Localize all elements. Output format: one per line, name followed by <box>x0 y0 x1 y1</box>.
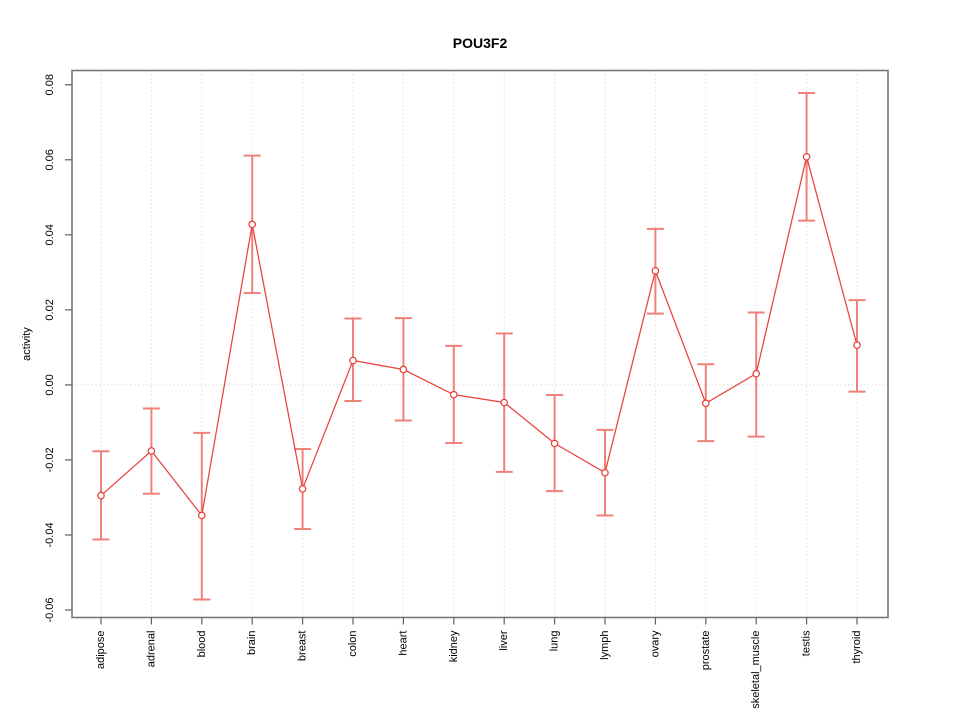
y-tick-label: 0.04 <box>44 224 56 245</box>
y-tick-label: 0.06 <box>44 149 56 170</box>
x-tick-label: thyroid <box>851 631 863 664</box>
y-tick-label: 0.08 <box>44 74 56 95</box>
x-tick-label: ovary <box>649 630 661 657</box>
data-point <box>248 220 257 229</box>
x-tick-label: heart <box>397 631 409 656</box>
y-tick-label: -0.06 <box>44 597 56 622</box>
x-tick-label: brain <box>246 631 258 655</box>
data-point <box>802 152 811 161</box>
data-point <box>349 356 357 365</box>
data-point <box>853 341 861 349</box>
series-line <box>100 156 858 517</box>
data-point <box>449 390 458 399</box>
y-tick-label: 0.00 <box>44 374 56 395</box>
chart-title: POU3F2 <box>453 35 508 51</box>
data-point <box>197 511 206 520</box>
data-point <box>298 484 307 493</box>
data-point <box>97 491 105 500</box>
data-point <box>399 365 408 374</box>
y-tick-label: -0.04 <box>44 522 56 547</box>
x-tick-label: skeletal_muscle <box>750 631 762 709</box>
x-tick-label: lung <box>549 631 561 652</box>
data-point <box>500 398 509 407</box>
data-point <box>601 468 609 477</box>
x-tick-label: liver <box>498 630 510 651</box>
data-point <box>651 267 660 275</box>
data-point <box>147 447 156 455</box>
data-point <box>701 399 710 408</box>
x-tick-label: adrenal <box>145 631 157 668</box>
data-point <box>550 439 559 448</box>
y-axis-label: activity <box>21 327 33 361</box>
x-tick-label: prostate <box>700 631 712 671</box>
plot-border <box>71 69 889 619</box>
y-tick-label: 0.02 <box>44 299 56 320</box>
x-tick-label: testis <box>801 630 813 656</box>
y-tick-label: -0.02 <box>44 447 56 472</box>
x-tick-label: blood <box>196 631 208 658</box>
chart-marks: 0.08 0.06 0.04 0.02 0.00 -0.02 -0.04 -0.06 adipo… <box>44 69 889 709</box>
x-tick-label: lymph <box>599 631 611 660</box>
x-tick-label: breast <box>297 631 309 662</box>
x-tick-label: colon <box>347 631 359 657</box>
data-point <box>752 369 761 378</box>
x-tick-label: adipose <box>95 631 107 670</box>
x-tick-label: kidney <box>448 630 460 662</box>
